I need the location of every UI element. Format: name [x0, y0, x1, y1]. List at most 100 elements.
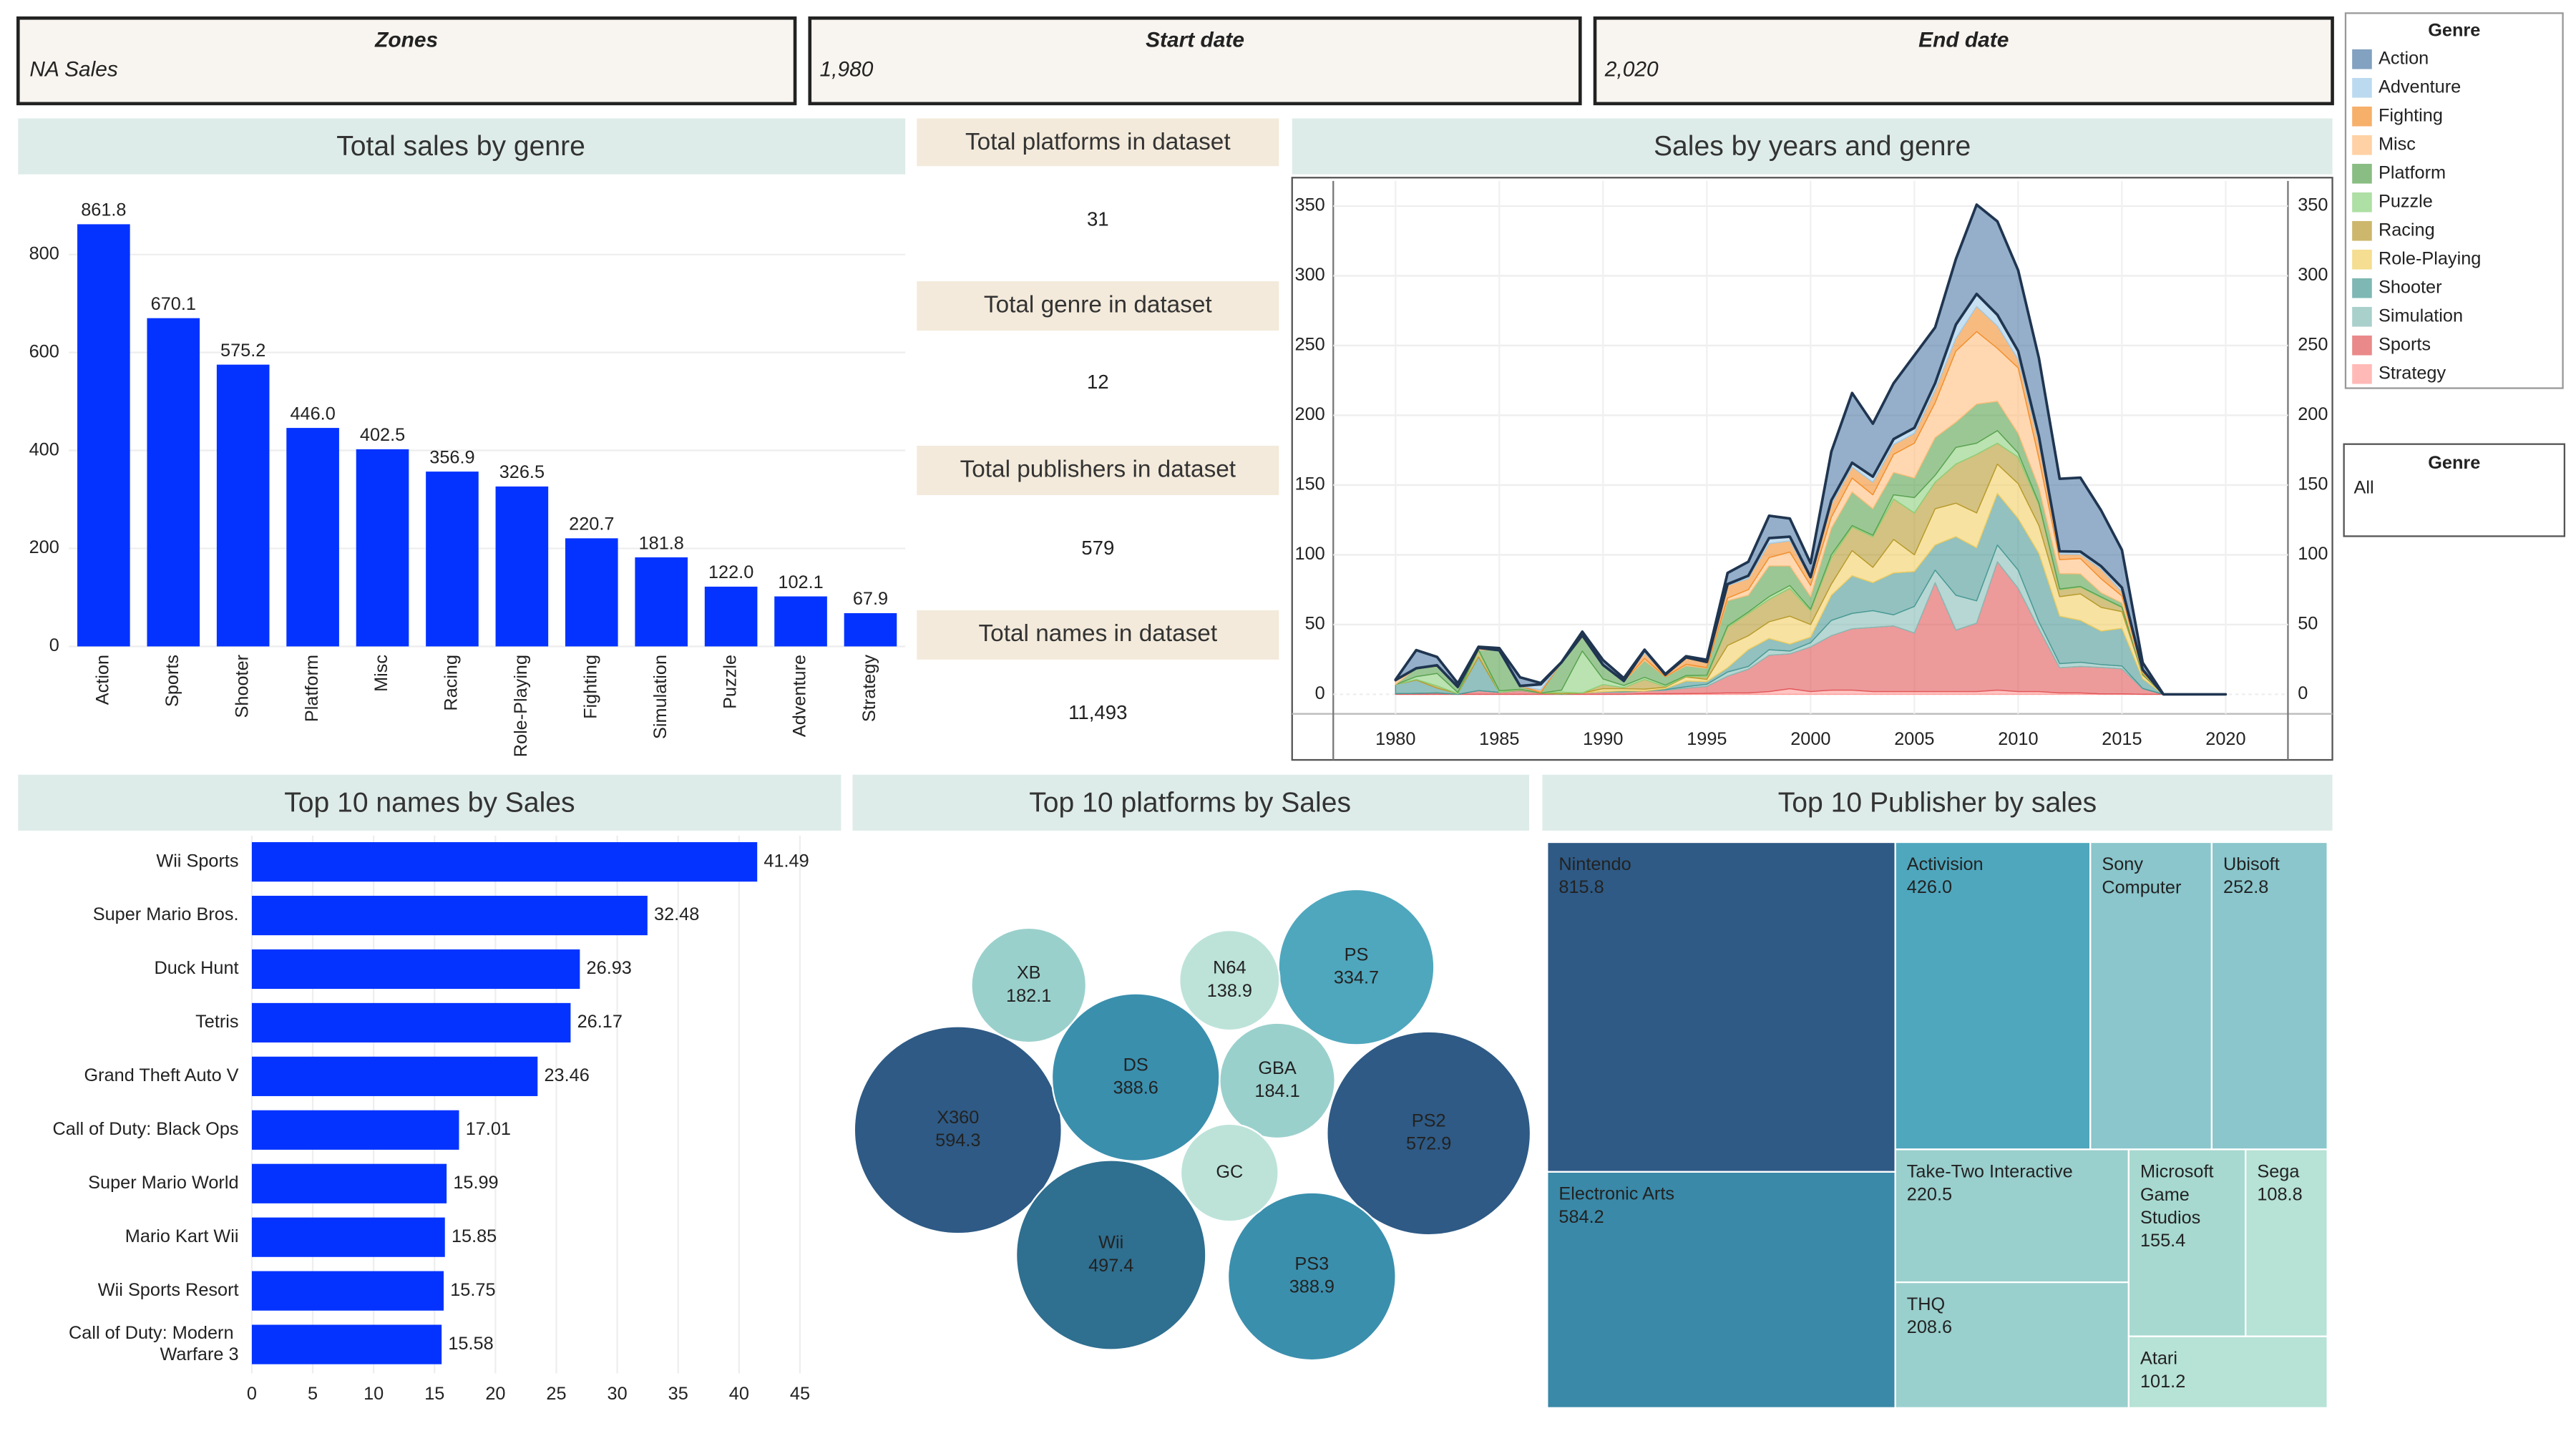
bar [251, 949, 580, 990]
x-tick-label: 20 [485, 1384, 505, 1404]
bubble-value: 572.9 [1406, 1134, 1451, 1154]
y-tick-label: 0 [49, 635, 59, 655]
legend-title: Genre [2428, 20, 2480, 40]
data-label: 446.0 [290, 404, 335, 424]
y2-tick-label: 350 [2298, 195, 2328, 215]
bubble-value: 594.3 [935, 1130, 980, 1151]
bar [704, 586, 758, 647]
legend-label: Racing [2379, 220, 2435, 240]
bubble [1179, 929, 1281, 1032]
y-tick-label: 200 [29, 537, 59, 557]
x-tick-label: 2015 [2102, 729, 2142, 749]
x-tick-label: 1990 [1583, 729, 1623, 749]
bubble [1226, 1191, 1397, 1362]
filter-genre[interactable]: Genre All [2343, 443, 2566, 537]
x-tick-label: 10 [364, 1384, 384, 1404]
legend-swatch [2352, 220, 2372, 241]
kpi-title: Total names in dataset [979, 620, 1218, 647]
y-tick-label: 800 [29, 243, 59, 263]
filter-box[interactable] [1593, 16, 2334, 106]
kpi-header [917, 610, 1279, 660]
data-label: 122.0 [708, 562, 753, 582]
legend-swatch [2352, 49, 2372, 69]
treemap-cell [1894, 1148, 2130, 1284]
kpi-header [917, 445, 1279, 495]
x-tick-label: Puzzle [720, 655, 740, 709]
treemap-label: Activision [1907, 854, 1984, 874]
y2-tick-label: 300 [2298, 265, 2328, 285]
data-label: 102.1 [778, 572, 823, 592]
kpi-value: 12 [1087, 371, 1109, 393]
filter-box[interactable] [2343, 443, 2566, 537]
treemap-value: 252.8 [2223, 877, 2268, 897]
areas [1394, 203, 2228, 696]
data-label: 670.1 [151, 294, 196, 314]
bar [251, 1324, 442, 1364]
panel-header [1542, 774, 2333, 831]
x-tick-label: Simulation [650, 655, 670, 739]
chart-title: Total sales by genre [336, 131, 585, 162]
y-tick-label: Wii Sports [156, 851, 238, 871]
filter-title: End date [1918, 28, 2009, 52]
data-label: 26.93 [587, 958, 632, 978]
bar [844, 612, 897, 647]
x-tick-label: Racing [441, 655, 462, 711]
treemap-label: THQ [1907, 1294, 1945, 1314]
y-tick-label: 0 [1315, 683, 1325, 703]
filter-title: Start date [1146, 28, 1244, 52]
legend-label: Adventure [2379, 77, 2461, 97]
bubble [1179, 1123, 1279, 1223]
legend-swatch [2352, 335, 2372, 356]
treemap-value: 208.6 [1907, 1317, 1952, 1337]
filter-start[interactable]: Start date 1,980 [808, 16, 1582, 106]
legend-label: Misc [2379, 134, 2416, 154]
filter-box[interactable] [16, 16, 797, 106]
treemap-label: Sony Computer [2102, 854, 2181, 897]
x-tick-label: Sports [162, 655, 182, 707]
legend-swatch [2352, 106, 2372, 127]
legend-swatch [2352, 135, 2372, 155]
chart-title: Top 10 platforms by Sales [1029, 787, 1351, 818]
bubble-label: PS3 [1294, 1254, 1329, 1274]
x-tick-label: 1995 [1687, 729, 1727, 749]
data-label: 41.49 [763, 851, 809, 871]
legend-label: Platform [2379, 162, 2446, 182]
y2-tick-label: 50 [2298, 614, 2318, 634]
panel-header [18, 118, 906, 175]
bar [356, 449, 409, 647]
panel-header [852, 774, 1529, 831]
x-tick-label: Strategy [859, 655, 879, 722]
y2-tick-label: 150 [2298, 474, 2328, 494]
data-label: 326.5 [499, 462, 545, 482]
filter-end[interactable]: End date 2,020 [1593, 16, 2334, 106]
kpi-header [917, 118, 1279, 167]
bubble-label: N64 [1213, 958, 1246, 978]
y-tick-label: 200 [1295, 404, 1325, 424]
filter-zones[interactable]: Zones NA Sales [16, 16, 797, 106]
x-tick-label: Role-Playing [511, 655, 531, 757]
kpi-header [917, 281, 1279, 331]
x-tick-label: 2005 [1894, 729, 1934, 749]
bar [251, 842, 758, 882]
x-tick-label: Platform [302, 655, 322, 722]
kpi-value: 31 [1087, 207, 1109, 230]
data-label: 220.7 [569, 514, 614, 534]
kpi-title: Total genre in dataset [984, 291, 1213, 318]
bubble-label: X360 [937, 1108, 979, 1128]
data-label: 402.5 [360, 425, 405, 445]
treemap-cell [1546, 1171, 1896, 1409]
area [1394, 203, 2228, 696]
bubble-value: 334.7 [1334, 968, 1379, 988]
bar [251, 1056, 538, 1096]
treemap-value: 815.8 [1558, 877, 1604, 897]
filter-box[interactable] [808, 16, 1582, 106]
x-tick-label: Fighting [580, 655, 600, 719]
bar [286, 428, 339, 647]
filter-value: NA Sales [29, 58, 118, 82]
legend-box [2344, 12, 2564, 389]
data-label: 15.99 [453, 1173, 498, 1193]
y-tick-label: 400 [29, 439, 59, 459]
y-tick-label: 150 [1295, 474, 1325, 494]
data-label: 23.46 [544, 1065, 589, 1085]
bubble-value: 184.1 [1254, 1081, 1299, 1101]
